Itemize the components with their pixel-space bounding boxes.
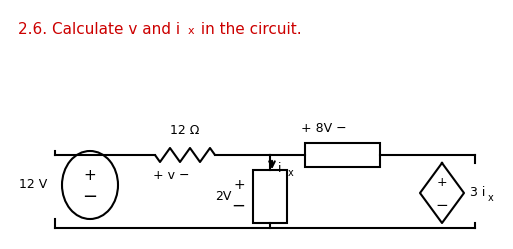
Text: 3 i: 3 i xyxy=(470,187,485,199)
Text: +: + xyxy=(84,168,96,183)
Text: x: x xyxy=(288,168,294,178)
Text: +: + xyxy=(233,178,245,192)
Text: −: − xyxy=(231,197,245,215)
Text: 2.6. Calculate v and i: 2.6. Calculate v and i xyxy=(18,22,180,37)
Text: 12 V: 12 V xyxy=(19,179,47,191)
Text: 12 Ω: 12 Ω xyxy=(170,124,200,137)
Text: x: x xyxy=(188,26,194,36)
Text: −: − xyxy=(436,197,448,212)
Text: −: − xyxy=(83,188,97,206)
Bar xyxy=(253,170,287,223)
Text: + 8V −: + 8V − xyxy=(301,122,347,135)
Text: x: x xyxy=(488,193,494,203)
Text: i: i xyxy=(278,162,282,175)
Text: +: + xyxy=(437,177,447,189)
Bar xyxy=(305,143,380,167)
Text: in the circuit.: in the circuit. xyxy=(196,22,302,37)
Text: 2V: 2V xyxy=(214,190,231,203)
Text: + v −: + v − xyxy=(153,169,189,182)
